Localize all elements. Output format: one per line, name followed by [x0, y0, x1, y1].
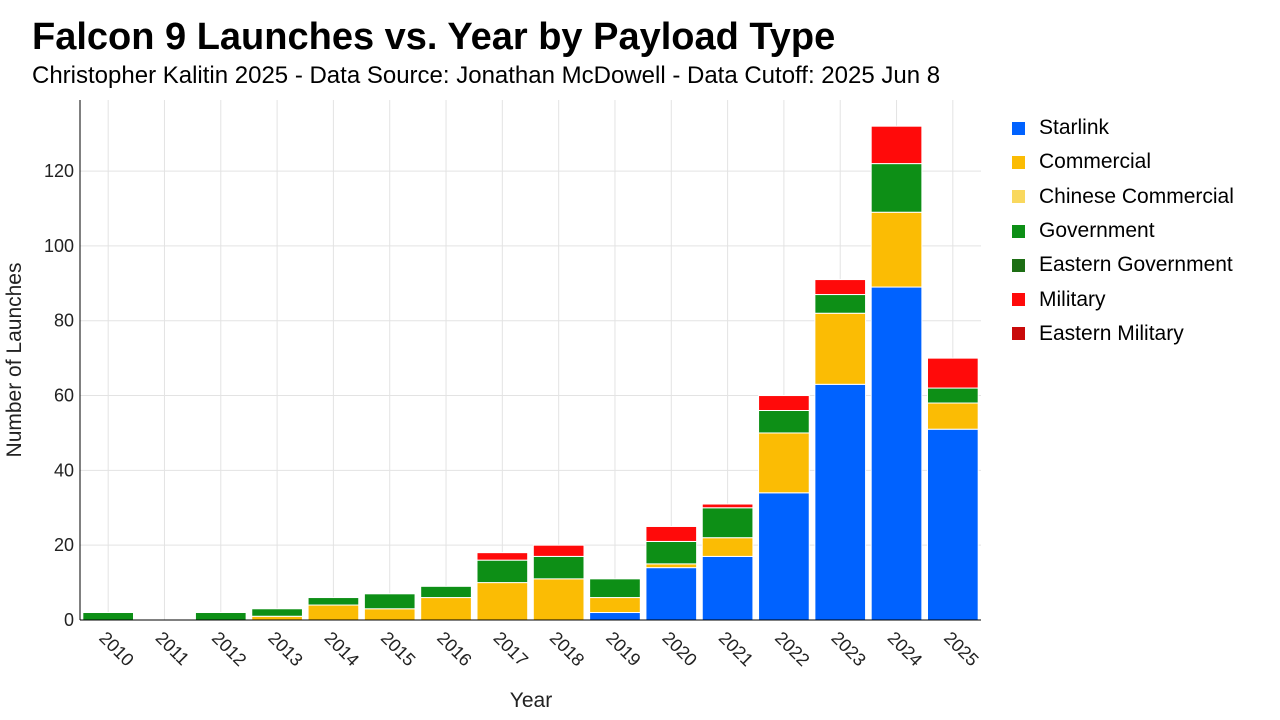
x-tick-label: 2018 [546, 628, 588, 670]
y-tick-label: 60 [54, 386, 74, 406]
bar-segment [307, 597, 360, 606]
x-tick-label: 2016 [433, 628, 475, 670]
legend-swatch [1012, 190, 1025, 204]
bar-segment [645, 567, 698, 621]
legend-swatch [1012, 293, 1025, 307]
legend-item[interactable]: Commercial [1012, 145, 1234, 179]
y-tick-label: 120 [44, 161, 74, 181]
x-tick-label: 2020 [658, 628, 700, 670]
bar-segment [814, 279, 867, 296]
legend-item[interactable]: Government [1012, 214, 1234, 248]
legend-swatch [1012, 224, 1025, 238]
bar-segment [476, 559, 529, 584]
y-tick-label: 0 [64, 610, 74, 630]
bar-segment [758, 492, 810, 621]
legend-item[interactable]: Eastern Military [1012, 317, 1234, 351]
bar-segment [251, 608, 303, 617]
bar-segment [194, 612, 247, 621]
x-tick-label: 2014 [321, 628, 363, 670]
x-tick-label: 2010 [95, 628, 137, 670]
bar-segment [701, 503, 754, 509]
legend-swatch [1012, 121, 1025, 135]
legend-label: Chinese Commercial [1039, 184, 1234, 208]
bar-segment [420, 585, 472, 599]
y-tick-label: 100 [44, 236, 74, 256]
x-tick-label: 2022 [771, 628, 813, 670]
y-tick-label: 40 [54, 460, 74, 480]
bar-segment [927, 428, 979, 621]
legend-item[interactable]: Eastern Government [1012, 248, 1234, 282]
x-tick-label: 2024 [884, 628, 926, 670]
x-tick-label: 2013 [264, 628, 306, 670]
x-tick-label: 2011 [152, 628, 194, 670]
legend-label: Government [1039, 219, 1155, 243]
bar-segment [589, 612, 641, 621]
legend-swatch [1012, 155, 1025, 169]
bar-segment [701, 507, 754, 539]
bar-segment [927, 402, 979, 430]
bar-segment [251, 615, 303, 621]
bar-segment [870, 211, 923, 288]
chart-title: Falcon 9 Launches vs. Year by Payload Ty… [32, 16, 836, 58]
bar-segment [363, 608, 416, 621]
x-tick-label: 2021 [715, 628, 757, 670]
bar-segment [532, 544, 585, 557]
bar-segment [870, 125, 923, 165]
bar-segment [420, 597, 472, 621]
legend-item[interactable]: Chinese Commercial [1012, 180, 1234, 214]
legend-label: Starlink [1039, 116, 1110, 140]
bar-segment [814, 294, 867, 314]
x-tick-label: 2015 [377, 628, 419, 670]
bar-segment [870, 163, 923, 213]
bar-segment [476, 552, 529, 561]
legend: Starlink Commercial Chinese Commercial Gove… [1012, 111, 1234, 351]
bar-segment [927, 387, 979, 404]
bar-segment [307, 604, 360, 621]
legend-label: Commercial [1039, 150, 1152, 174]
bar-segment [758, 395, 810, 412]
bar-segment [589, 578, 641, 599]
x-axis-title: Year [510, 689, 552, 712]
x-tick-label: 2025 [940, 628, 982, 670]
bar-segment [701, 555, 754, 621]
legend-item[interactable]: Starlink [1012, 111, 1234, 145]
x-tick-label: 2012 [208, 628, 250, 670]
legend-label: Eastern Government [1039, 253, 1233, 277]
bar-segment [82, 612, 134, 621]
legend-label: Military [1039, 287, 1106, 311]
bar-segment [589, 597, 641, 614]
legend-item[interactable]: Military [1012, 282, 1234, 316]
legend-swatch [1012, 327, 1025, 341]
y-tick-label: 80 [54, 311, 74, 331]
bar-segment [363, 593, 416, 610]
bar-segment [814, 312, 867, 385]
bar-segment [758, 410, 810, 434]
legend-label: Eastern Military [1039, 321, 1184, 345]
x-tick-label: 2023 [827, 628, 869, 670]
bar-segment [532, 578, 585, 621]
bar-segment [532, 555, 585, 580]
bar-segment [870, 286, 923, 621]
bar-segment [476, 582, 529, 621]
bar-segment [758, 432, 810, 494]
chart-subtitle: Christopher Kalitin 2025 - Data Source: … [32, 62, 941, 89]
bar-segment [645, 540, 698, 565]
bar-segment [645, 563, 698, 569]
bar-segment [927, 357, 979, 389]
bar-segment [814, 383, 867, 621]
legend-swatch [1012, 258, 1025, 272]
bar-segment [645, 525, 698, 542]
x-tick-label: 2019 [602, 628, 644, 670]
bars [82, 125, 979, 621]
y-axis-title: Number of Launches [3, 263, 26, 458]
y-tick-label: 20 [54, 535, 74, 555]
x-tick-label: 2017 [490, 628, 532, 670]
bar-segment [701, 537, 754, 557]
